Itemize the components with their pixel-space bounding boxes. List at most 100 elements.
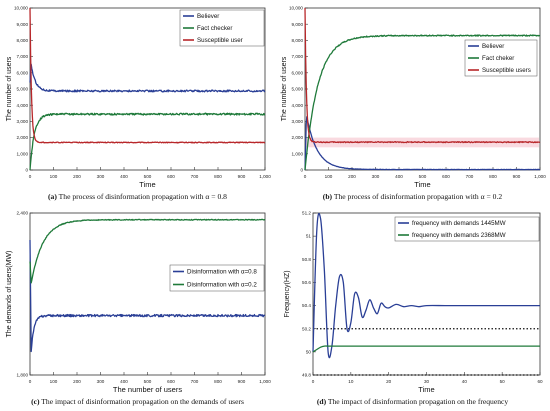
x-tick-label: 500 bbox=[419, 174, 427, 179]
x-tick-label: 900 bbox=[513, 174, 521, 179]
y-tick-label: 2,400 bbox=[17, 211, 29, 216]
legend-label-1: Fact cheker bbox=[482, 55, 514, 62]
caption-d-text: The impact of disinformation propagation… bbox=[327, 397, 509, 406]
y-tick-label: 3,000 bbox=[292, 119, 304, 124]
y-tick-label: 50 bbox=[306, 349, 312, 354]
y-tick-label: 7,000 bbox=[292, 54, 304, 59]
x-tick-label: 100 bbox=[325, 174, 333, 179]
x-tick-label: 10 bbox=[348, 379, 354, 384]
x-tick-label: 800 bbox=[489, 174, 497, 179]
x-tick-label: 400 bbox=[395, 174, 403, 179]
y-tick-label: 1,000 bbox=[17, 151, 29, 156]
y-tick-label: 7,000 bbox=[17, 54, 29, 59]
x-tick-label: 0 bbox=[29, 174, 32, 179]
panel-b: 0 100 200 300 400 500 600 700 800 900 1,000 0 1,000 2… bbox=[275, 0, 550, 205]
caption-d: (d) The impact of disinformation propaga… bbox=[275, 397, 550, 406]
x-axis-label: Time bbox=[418, 385, 434, 394]
y-tick-label: 2,000 bbox=[292, 135, 304, 140]
x-tick-label: 40 bbox=[462, 379, 468, 384]
chart-a: 0 100 200 300 400 500 600 700 800 900 1,000 0 1,000 2… bbox=[6, 6, 271, 189]
y-tick-label: 3,000 bbox=[17, 119, 29, 124]
series-line-0 bbox=[29, 63, 266, 93]
plot-frame bbox=[29, 212, 266, 376]
x-tick-label: 20 bbox=[386, 379, 392, 384]
legend-label-1: frequency with demands 2368MW bbox=[412, 232, 506, 239]
x-tick-label: 600 bbox=[167, 174, 175, 179]
y-tick-label: 50.4 bbox=[302, 303, 311, 308]
x-tick-label: 700 bbox=[466, 174, 474, 179]
x-tick-label: 30 bbox=[424, 379, 430, 384]
y-tick-label: 6,000 bbox=[17, 70, 29, 75]
x-tick-label: 500 bbox=[144, 174, 152, 179]
x-tick-label: 800 bbox=[214, 174, 222, 179]
y-tick-label: 4,000 bbox=[292, 103, 304, 108]
x-axis-label: Time bbox=[414, 180, 430, 189]
x-tick-label: 0 bbox=[29, 379, 32, 384]
y-tick-label: 8,000 bbox=[292, 38, 304, 43]
series-line-0 bbox=[29, 239, 266, 353]
x-tick-label: 100 bbox=[50, 379, 58, 384]
legend-label-0: frequency with demands 1445MW bbox=[412, 220, 506, 227]
x-axis-label: The number of users bbox=[113, 385, 182, 394]
y-tick-label: 6,000 bbox=[292, 70, 304, 75]
series-line-1 bbox=[312, 345, 540, 353]
chart-d: 0 10 20 30 40 50 60 49.8 50 50.2 50.4 50.6 50.8 51 51.… bbox=[284, 211, 543, 394]
legend-label-1: Disinformation with α=0.2 bbox=[187, 282, 257, 289]
y-tick-label: 51.2 bbox=[302, 211, 311, 216]
x-tick-label: 1,000 bbox=[259, 174, 271, 179]
x-tick-label: 1,000 bbox=[259, 379, 271, 384]
x-tick-label: 200 bbox=[348, 174, 356, 179]
caption-b: (b) The process of disinformation propag… bbox=[275, 192, 550, 201]
x-tick-label: 60 bbox=[537, 379, 543, 384]
y-tick-label: 4,000 bbox=[17, 103, 29, 108]
caption-b-text: The process of disinformation propagatio… bbox=[333, 192, 503, 201]
caption-c-label: (c) bbox=[31, 397, 40, 406]
legend-label-0: Believer bbox=[482, 43, 504, 50]
chart-c: 0 100 200 300 400 500 600 700 800 900 1,000 1,800 2,… bbox=[6, 211, 271, 394]
caption-a-label: (a) bbox=[48, 192, 57, 201]
x-tick-label: 300 bbox=[97, 174, 105, 179]
series-line-0 bbox=[304, 116, 541, 171]
x-tick-label: 900 bbox=[238, 174, 246, 179]
x-tick-label: 900 bbox=[238, 379, 246, 384]
series-line-2 bbox=[304, 7, 541, 144]
legend-box bbox=[169, 264, 265, 292]
panel-c: 0 100 200 300 400 500 600 700 800 900 1,000 1,800 2,… bbox=[0, 205, 275, 411]
x-tick-label: 200 bbox=[73, 174, 81, 179]
y-tick-label: 9,000 bbox=[17, 22, 29, 27]
x-tick-label: 100 bbox=[50, 174, 58, 179]
x-axis-label: Time bbox=[139, 180, 155, 189]
legend-label-2: Susceptible user bbox=[197, 37, 243, 44]
y-tick-label: 8,000 bbox=[17, 38, 29, 43]
caption-a: (a) The process of disinformation propag… bbox=[0, 192, 275, 201]
caption-c: (c) The impact of disinformation propaga… bbox=[0, 397, 275, 406]
y-tick-label: 49.8 bbox=[302, 373, 311, 378]
x-tick-label: 600 bbox=[167, 379, 175, 384]
y-tick-label: 0 bbox=[300, 168, 303, 173]
caption-c-text: The impact of disinformation propagation… bbox=[41, 397, 244, 406]
y-tick-label: 50.6 bbox=[302, 280, 311, 285]
x-tick-label: 50 bbox=[500, 379, 506, 384]
y-tick-label: 5,000 bbox=[17, 87, 29, 92]
series-line-1 bbox=[29, 218, 266, 284]
legend-label-0: Disinformation with α=0.8 bbox=[187, 269, 257, 276]
series-line-0 bbox=[312, 212, 540, 359]
chart-b: 0 100 200 300 400 500 600 700 800 900 1,000 0 1,000 2… bbox=[281, 6, 546, 189]
x-tick-label: 300 bbox=[372, 174, 380, 179]
series-line-2 bbox=[29, 7, 266, 144]
x-tick-label: 1,000 bbox=[534, 174, 546, 179]
legend-label-0: Believer bbox=[197, 13, 219, 20]
x-tick-label: 400 bbox=[120, 379, 128, 384]
caption-b-label: (b) bbox=[322, 192, 333, 201]
y-tick-label: 9,000 bbox=[292, 22, 304, 27]
x-tick-label: 300 bbox=[97, 379, 105, 384]
legend-label-1: Fact checker bbox=[197, 25, 232, 32]
y-tick-label: 50.8 bbox=[302, 257, 311, 262]
x-tick-label: 400 bbox=[120, 174, 128, 179]
panel-d: 0 10 20 30 40 50 60 49.8 50 50.2 50.4 50.6 50.8 51 51.… bbox=[275, 205, 550, 411]
x-tick-label: 600 bbox=[442, 174, 450, 179]
legend-box bbox=[394, 216, 540, 242]
y-tick-label: 1,800 bbox=[17, 373, 29, 378]
y-axis-label: The demands of users(MW) bbox=[6, 251, 13, 338]
y-tick-label: 51 bbox=[306, 234, 312, 239]
